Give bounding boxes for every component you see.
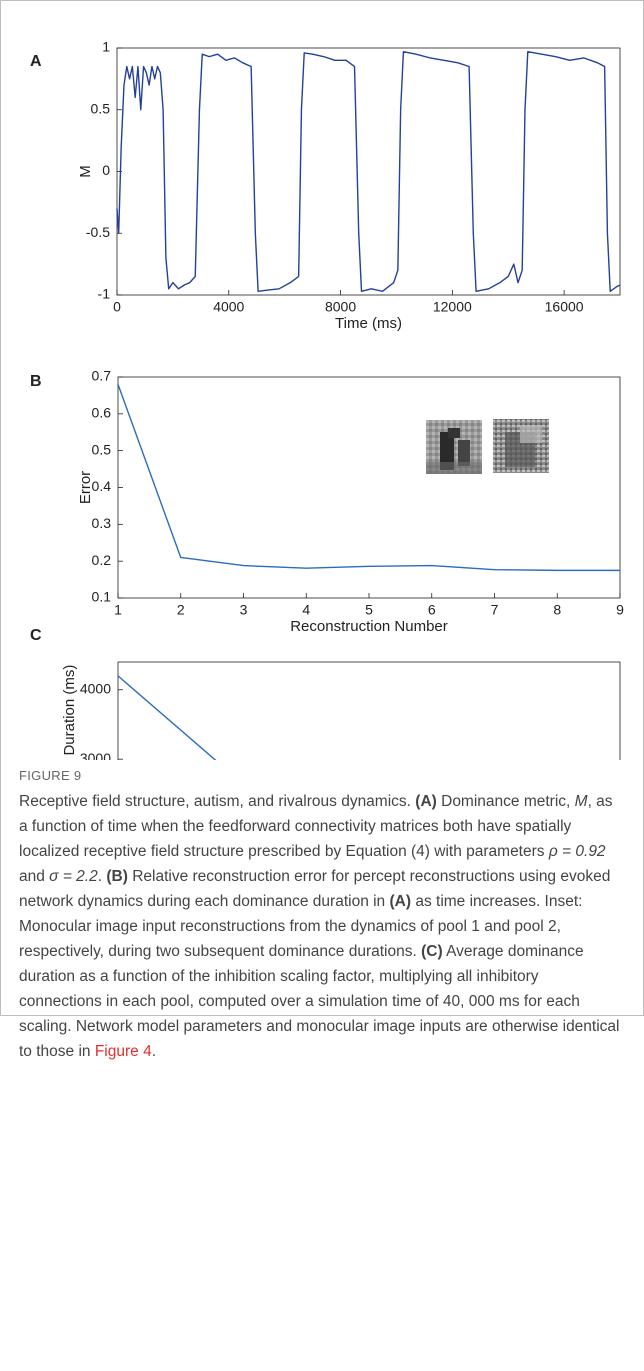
figure-caption: FIGURE 9 Receptive field structure, auti… (19, 768, 625, 1064)
x-tick-label: 16000 (545, 299, 584, 315)
plot-box (117, 661, 621, 760)
y-tick-label: 0.7 (92, 368, 112, 384)
y-tick-label: 4000 (80, 680, 111, 696)
x-tick-label: 5 (365, 602, 373, 618)
y-tick-label: 3000 (80, 750, 111, 760)
x-tick-label: 12000 (433, 299, 472, 315)
panel-letter: A (30, 53, 42, 70)
y-tick-label: 1 (102, 39, 110, 55)
caption-math: M (574, 793, 588, 810)
caption-segment: . (151, 1043, 157, 1060)
x-tick-label: 1 (114, 602, 122, 618)
x-axis-label: Reconstruction Number (290, 618, 448, 635)
caption-segment: Average dominance duration as a function… (19, 943, 620, 1060)
caption-segment: as time increases. Inset: Monocular imag… (19, 893, 583, 960)
x-axis-label: Time (ms) (335, 315, 402, 332)
y-tick-label: -0.5 (86, 224, 110, 240)
chart-panel: C10002000300040000.50.60.70.80.91Inhibit… (30, 627, 621, 760)
figure-link[interactable]: Figure 4 (94, 1043, 152, 1060)
y-tick-label: 0.5 (92, 441, 112, 457)
x-tick-label: 4000 (213, 299, 244, 315)
x-tick-label: 8000 (325, 299, 356, 315)
x-tick-label: 8 (553, 602, 561, 618)
data-line (116, 51, 621, 292)
y-tick-label: 0.1 (92, 589, 112, 605)
caption-segment: Relative reconstruction error for percep… (19, 868, 611, 910)
caption-segment: , as a function of time when the feedfor… (19, 793, 613, 860)
x-tick-label: 9 (616, 602, 624, 618)
caption-segment: . (97, 868, 107, 885)
y-tick-label: 0 (102, 162, 110, 178)
y-tick-label: 0.6 (92, 405, 112, 421)
caption-segment: and (19, 868, 50, 885)
caption-text: Receptive field structure, autism, and r… (19, 789, 625, 1064)
caption-segment: Dominance metric, (436, 793, 575, 810)
y-tick-label: 0.4 (92, 478, 112, 494)
caption-math: ρ = 0.92 (548, 843, 606, 860)
caption-panel-ref: (C) (421, 943, 443, 960)
x-tick-label: 6 (428, 602, 436, 618)
x-tick-label: 7 (491, 602, 499, 618)
caption-math: σ = 2.2 (49, 868, 98, 885)
plot-box (116, 47, 621, 296)
plot-box (117, 376, 621, 599)
inset-image-pool-1 (426, 420, 482, 474)
x-tick-label: 4 (302, 602, 310, 618)
chart-panel: A -1 -0.5 0 0.5 1 0 4000 8000 12000 16000 Time (ms)… (30, 39, 621, 332)
data-line (117, 384, 620, 572)
figure-charts: A -1 -0.5 0 0.5 1 0 4000 8000 12000 16000 Time (ms)… (30, 39, 624, 760)
inset-image-pool-2 (493, 419, 549, 473)
caption-panel-ref: (A) (415, 793, 437, 810)
chart-panel: B 0.1 0.2 0.3 0.4 0.5 0.6 0.7 1 2 3 4 5 6 7 8 9 Reconstru… (30, 368, 624, 635)
y-axis-label: Average Dominance Duration (ms) (61, 665, 78, 760)
y-tick-label: 0.2 (92, 552, 112, 568)
y-tick-label: 0.3 (92, 515, 112, 531)
caption-panel-ref: (A) (389, 893, 412, 910)
y-tick-label: -1 (98, 286, 111, 302)
x-tick-label: 2 (177, 602, 185, 618)
caption-segment: Receptive field structure, autism, and r… (19, 793, 416, 810)
x-tick-label: 3 (240, 602, 248, 618)
figure-label: FIGURE 9 (19, 768, 82, 783)
caption-panel-ref: (B) (106, 868, 128, 885)
y-tick-label: 0.5 (91, 100, 111, 116)
panel-letter: B (30, 373, 42, 390)
y-axis-label: Error (77, 471, 94, 504)
x-tick-label: 0 (113, 299, 121, 315)
y-axis-label: M (77, 165, 94, 178)
panel-letter: C (30, 627, 42, 644)
data-line (117, 675, 217, 760)
